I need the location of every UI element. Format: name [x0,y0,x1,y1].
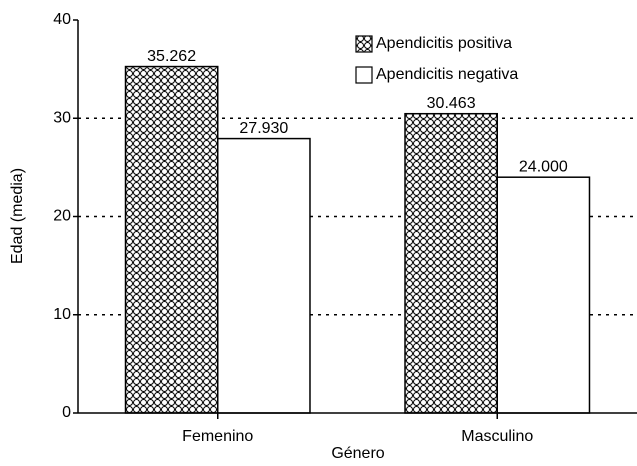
y-tick-label: 0 [62,404,71,421]
legend-swatch [355,66,373,84]
legend-label: Apendicitis positiva [376,35,512,52]
y-tick-label: 10 [53,306,71,323]
y-tick-label: 40 [53,11,71,28]
legend-label: Apendicitis negativa [376,66,518,83]
y-tick-label: 20 [53,208,71,225]
value-label: 35.262 [147,48,196,65]
legend-swatch [355,35,373,53]
x-axis-label: Género [331,445,384,462]
x-tick-label: Femenino [182,428,253,445]
bar [124,65,219,414]
bar [217,137,311,414]
value-label: 27.930 [239,120,288,137]
y-axis-label: Edad (media) [9,168,26,264]
value-label: 24.000 [519,158,568,175]
x-tick-label: Masculino [461,428,533,445]
bar [496,176,591,414]
y-tick-label: 30 [53,109,71,126]
value-label: 30.463 [427,95,476,112]
bar [404,112,499,414]
